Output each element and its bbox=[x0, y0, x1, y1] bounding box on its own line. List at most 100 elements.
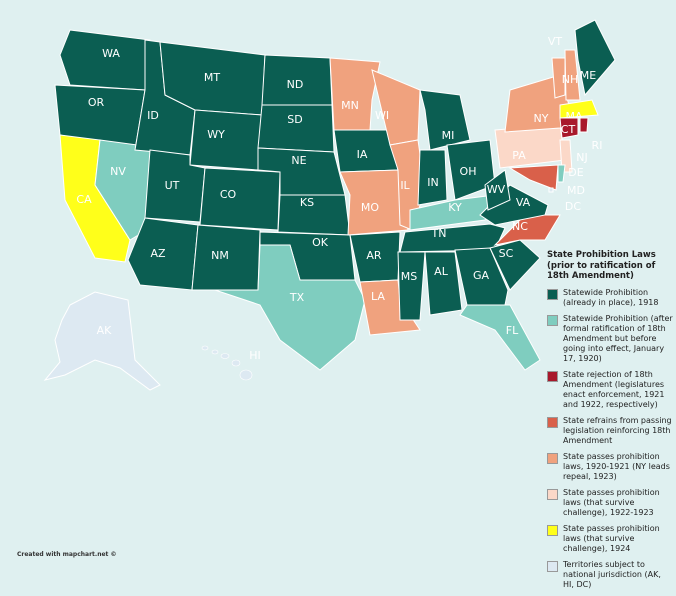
state-label: ME bbox=[580, 69, 596, 82]
legend-label: Statewide Prohibition (already in place)… bbox=[563, 287, 659, 307]
state bbox=[59, 29, 151, 91]
state bbox=[484, 169, 511, 211]
legend-label: Statewide Prohibition (after formal rati… bbox=[563, 313, 673, 363]
legend-swatch bbox=[547, 524, 558, 536]
state bbox=[339, 169, 409, 236]
legend-item: Statewide Prohibition (already in place)… bbox=[547, 288, 673, 308]
state-label: OK bbox=[312, 236, 329, 249]
state-label: AK bbox=[97, 324, 113, 337]
state-label: IA bbox=[357, 148, 368, 161]
state bbox=[559, 99, 599, 119]
legend-item: State refrains from passing legislation … bbox=[547, 416, 673, 446]
state bbox=[548, 187, 554, 193]
state-label: RI bbox=[592, 139, 603, 152]
state-label: LA bbox=[371, 290, 385, 303]
legend-swatch bbox=[547, 288, 558, 300]
state bbox=[559, 117, 579, 139]
state-label: NV bbox=[110, 165, 126, 178]
state-label: AR bbox=[366, 249, 382, 262]
state bbox=[329, 57, 381, 131]
legend-label: Territories subject to national jurisdic… bbox=[563, 559, 661, 589]
state-label: ID bbox=[147, 109, 159, 122]
state-label: FL bbox=[506, 324, 519, 337]
state-label: NM bbox=[211, 249, 229, 262]
state-label: MN bbox=[341, 99, 359, 112]
state-label: NH bbox=[562, 73, 579, 86]
legend-swatch bbox=[547, 370, 558, 382]
credit: Created with mapchart.net © bbox=[17, 551, 117, 558]
state-label: IN bbox=[427, 176, 438, 189]
legend-swatch bbox=[547, 416, 558, 428]
state-label: CO bbox=[220, 188, 237, 201]
state bbox=[564, 49, 581, 101]
legend-swatch bbox=[547, 488, 558, 500]
legend-item: State passes prohibition laws (that surv… bbox=[547, 524, 673, 554]
legend-item: State passes prohibition laws, 1920-1921… bbox=[547, 452, 673, 482]
state-label: WI bbox=[375, 109, 389, 122]
state bbox=[214, 244, 366, 371]
state bbox=[424, 251, 463, 316]
state bbox=[417, 149, 448, 206]
state-label: CA bbox=[76, 193, 92, 206]
state-label: AZ bbox=[150, 247, 166, 260]
state bbox=[199, 167, 281, 231]
state bbox=[559, 139, 573, 173]
legend: State Prohibition Laws (prior to ratific… bbox=[547, 250, 673, 596]
state bbox=[557, 164, 566, 183]
state-label: HI bbox=[249, 349, 261, 362]
state bbox=[508, 164, 559, 191]
state bbox=[43, 291, 161, 391]
state-label: PA bbox=[512, 149, 526, 162]
legend-label: State passes prohibition laws (that surv… bbox=[563, 523, 660, 553]
state-label: NY bbox=[534, 112, 549, 125]
state bbox=[574, 19, 616, 97]
map: WA OR CA NV ID MT WY UT CO AZ NM ND SD NE KS OK TX MN IA MO… bbox=[43, 19, 616, 391]
state-label: WY bbox=[207, 128, 225, 141]
state-label: MD bbox=[567, 184, 585, 197]
state-label: DE bbox=[568, 166, 583, 179]
state-label: UT bbox=[165, 179, 180, 192]
state-label: NC bbox=[512, 220, 528, 233]
state-label: WV bbox=[487, 183, 506, 196]
state-label: OR bbox=[88, 96, 105, 109]
state bbox=[459, 304, 541, 371]
state-label: TX bbox=[289, 291, 305, 304]
state bbox=[551, 57, 566, 99]
state-label: IL bbox=[400, 179, 410, 192]
state bbox=[489, 239, 541, 291]
legend-item: Statewide Prohibition (after formal rati… bbox=[547, 314, 673, 364]
state bbox=[399, 223, 506, 253]
legend-swatch bbox=[547, 452, 558, 464]
state-label: MS bbox=[401, 270, 417, 283]
legend-title: State Prohibition Laws (prior to ratific… bbox=[547, 250, 656, 282]
state-label: OH bbox=[460, 165, 477, 178]
state-label: GA bbox=[473, 269, 490, 282]
legend-item: Territories subject to national jurisdic… bbox=[547, 560, 673, 590]
legend-item: State rejection of 18th Amendment (legis… bbox=[547, 370, 673, 410]
state-label: NE bbox=[291, 154, 306, 167]
state-label: VA bbox=[516, 196, 531, 209]
state-label: KS bbox=[300, 196, 314, 209]
page: WA OR CA NV ID MT WY UT CO AZ NM ND SD NE KS OK TX MN IA MO… bbox=[17, 19, 673, 589]
legend-item: State passes prohibition laws (that surv… bbox=[547, 488, 673, 518]
state-label: ND bbox=[287, 78, 304, 91]
legend-label: State rejection of 18th Amendment (legis… bbox=[563, 369, 665, 409]
state bbox=[127, 217, 199, 291]
state-label: MI bbox=[442, 129, 455, 142]
state-label: MO bbox=[361, 201, 379, 214]
legend-swatch bbox=[547, 314, 558, 326]
state bbox=[454, 247, 509, 306]
legend-label: State refrains from passing legislation … bbox=[563, 415, 672, 445]
state-label: AL bbox=[434, 265, 449, 278]
legend-swatch bbox=[547, 560, 558, 572]
state-label: SC bbox=[499, 247, 514, 260]
state-label: SD bbox=[287, 113, 302, 126]
state bbox=[397, 251, 426, 321]
state-label: DC bbox=[565, 200, 581, 213]
hawaii-islands bbox=[201, 345, 253, 381]
legend-label: State passes prohibition laws (that surv… bbox=[563, 487, 660, 517]
state-label: KY bbox=[448, 201, 462, 214]
state bbox=[189, 109, 263, 171]
state-label: TN bbox=[431, 227, 447, 240]
legend-label: State passes prohibition laws, 1920-1921… bbox=[563, 451, 670, 481]
